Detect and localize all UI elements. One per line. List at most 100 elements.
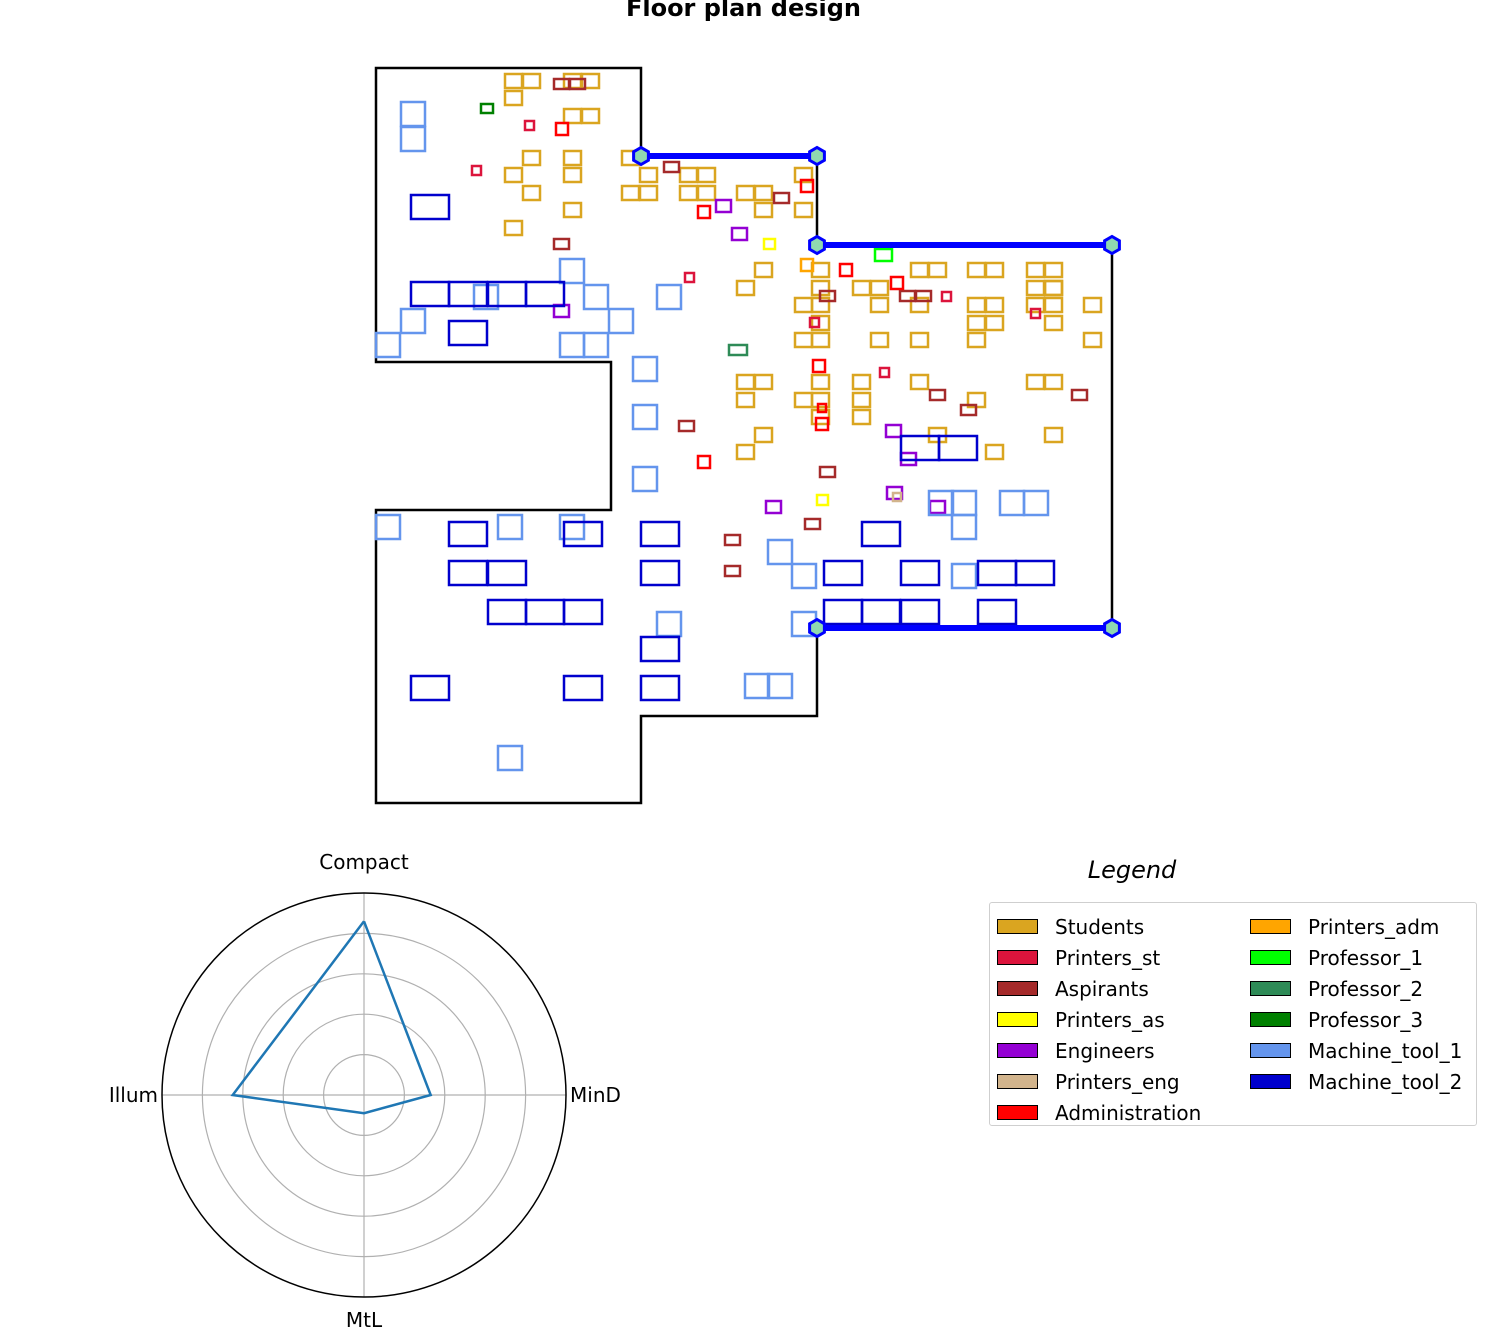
room-machine-tool-1 [631, 403, 659, 431]
radar-frame [161, 892, 567, 1298]
room-students [1025, 373, 1046, 391]
room-machine-tool-2 [409, 280, 451, 308]
room-engineers [884, 423, 903, 439]
room-students [503, 89, 524, 107]
floor-plan [374, 66, 1121, 805]
room-printers-st [470, 164, 483, 177]
legend-label: Engineers [1055, 1038, 1155, 1063]
corridor-node [1103, 234, 1121, 256]
room-students [966, 314, 987, 332]
room-students [521, 149, 542, 167]
room-machine-tool-2 [486, 598, 528, 626]
corridor-node [808, 234, 826, 256]
room-printers-as [762, 237, 777, 251]
room-machine-tool-1 [582, 331, 610, 359]
legend-swatch [997, 981, 1038, 996]
room-students [966, 331, 987, 349]
room-machine-tool-2 [860, 520, 902, 548]
room-machine-tool-1 [399, 307, 427, 335]
room-students [984, 443, 1005, 461]
legend-label: Machine_tool_1 [1308, 1038, 1463, 1063]
room-machine-tool-1 [496, 513, 524, 541]
radar-axis-label: MinD [570, 1083, 621, 1107]
legend-column-1: Students Printers_st Aspirants Printers_as E… [997, 911, 1201, 1128]
room-machine-tool-1 [790, 562, 818, 590]
room-students [869, 331, 890, 349]
room-students [793, 201, 814, 219]
room-students [1025, 261, 1046, 279]
room-aspirants [1070, 388, 1089, 402]
room-machine-tool-2 [899, 434, 941, 462]
room-machine-tool-2 [899, 559, 941, 587]
room-machine-tool-1 [950, 513, 978, 541]
legend-title: Legend [1087, 856, 1177, 884]
room-students [1043, 279, 1064, 297]
room-students [696, 166, 717, 184]
legend-label: Printers_st [1055, 945, 1161, 970]
room-engineers [730, 226, 749, 242]
legend-label: Administration [1055, 1100, 1202, 1125]
legend: Students Printers_st Aspirants Printers_as E… [989, 902, 1477, 1126]
legend-swatch [997, 950, 1038, 965]
legend-item: Engineers [997, 1035, 1201, 1066]
corridor-node [808, 145, 826, 167]
legend-swatch [997, 1105, 1038, 1120]
room-machine-tool-2 [1014, 559, 1056, 587]
legend-label: Professor_3 [1308, 1007, 1424, 1032]
room-machine-tool-2 [976, 598, 1018, 626]
room-printers-st [808, 316, 821, 329]
room-students [851, 408, 872, 426]
room-students [562, 107, 583, 125]
room-machine-tool-1 [998, 489, 1026, 517]
legend-swatch [1250, 981, 1291, 996]
room-administration [811, 358, 827, 374]
room-students [753, 184, 774, 202]
room-students [735, 184, 756, 202]
room-students [810, 391, 831, 409]
room-machine-tool-1 [399, 125, 427, 153]
room-students [753, 201, 774, 219]
legend-label: Professor_1 [1308, 945, 1424, 970]
room-students [927, 261, 948, 279]
room-machine-tool-1 [927, 489, 955, 517]
legend-swatch [997, 919, 1038, 934]
chart-title: Floor plan design [625, 0, 862, 22]
room-machine-tool-2 [822, 559, 864, 587]
legend-item: Machine_tool_2 [1250, 1066, 1462, 1097]
room-students [984, 261, 1005, 279]
room-students [793, 296, 814, 314]
room-students [735, 443, 756, 461]
radar-axis-label: Compact [319, 850, 409, 874]
room-students [909, 296, 930, 314]
room-students [1043, 426, 1064, 444]
room-aspirants [959, 403, 978, 417]
room-students [735, 391, 756, 409]
room-printers-adm [799, 257, 815, 273]
room-students [753, 426, 774, 444]
room-administration [814, 416, 830, 432]
legend-swatch [1250, 1074, 1291, 1089]
room-aspirants [677, 419, 696, 433]
legend-swatch [1250, 919, 1291, 934]
room-students [909, 261, 930, 279]
room-administration [838, 262, 854, 278]
room-students [503, 72, 524, 90]
room-machine-tool-2 [562, 674, 604, 702]
legend-swatch [1250, 1012, 1291, 1027]
room-machine-tool-2 [447, 559, 489, 587]
room-machine-tool-2 [976, 559, 1018, 587]
room-students [1043, 314, 1064, 332]
room-printers-st [940, 290, 953, 303]
room-machine-tool-1 [399, 100, 427, 128]
room-students [1043, 373, 1064, 391]
room-aspirants [898, 289, 917, 303]
legend-label: Machine_tool_2 [1308, 1069, 1463, 1094]
legend-label: Printers_as [1055, 1007, 1165, 1032]
room-students [851, 391, 872, 409]
room-students [909, 331, 930, 349]
room-aspirants [818, 289, 837, 303]
room-students [869, 296, 890, 314]
room-aspirants [552, 237, 571, 251]
legend-label: Professor_2 [1308, 976, 1424, 1001]
room-machine-tool-1 [631, 355, 659, 383]
